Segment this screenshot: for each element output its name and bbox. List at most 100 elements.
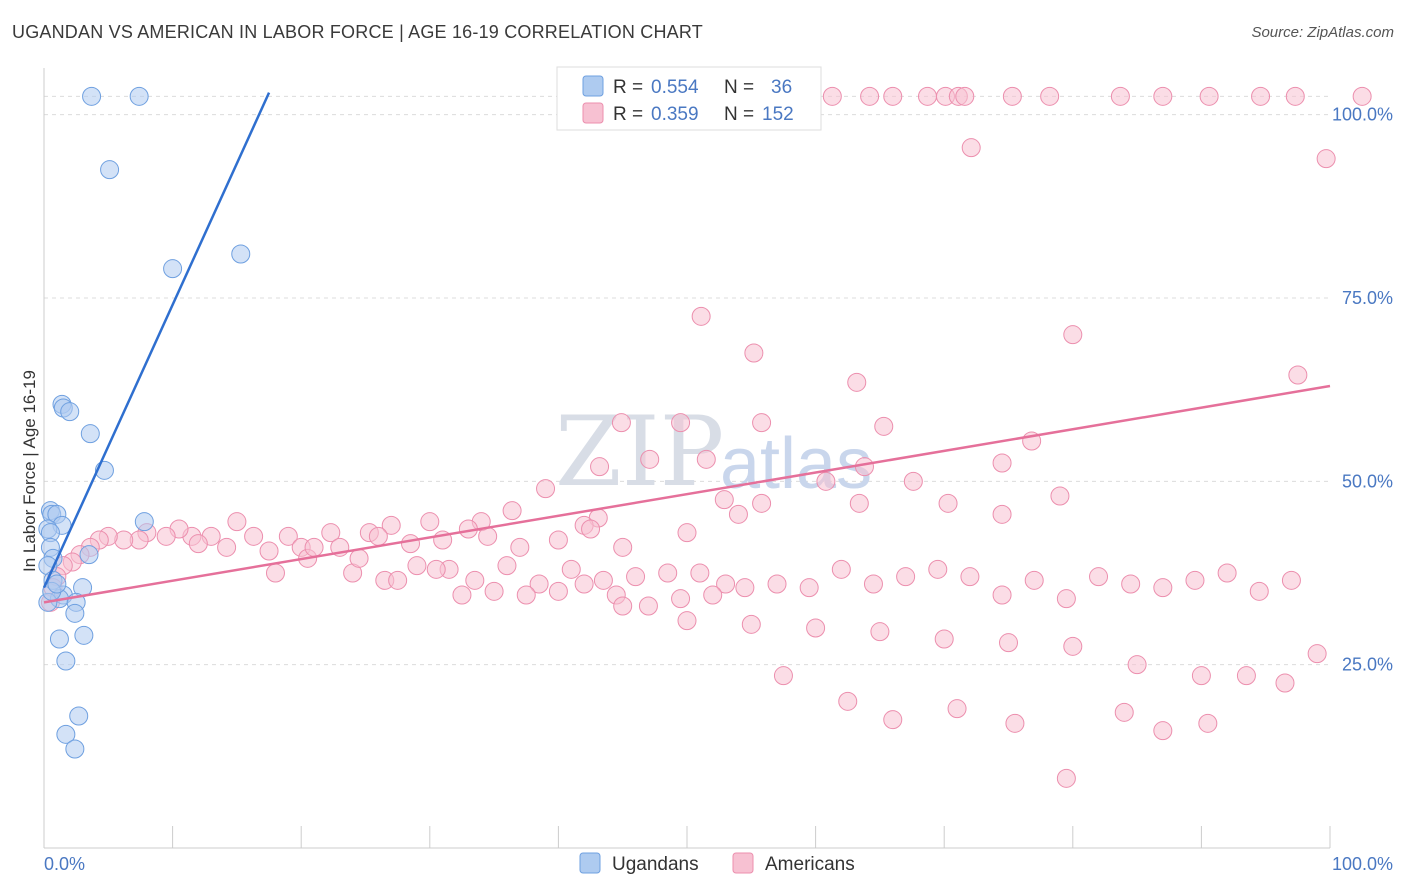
- american-point-101: [388, 570, 408, 590]
- american-point-84: [265, 563, 285, 583]
- american-point-121: [1024, 570, 1044, 590]
- bottom-legend: Ugandans Americans: [579, 852, 855, 875]
- american-point-150: [1275, 673, 1295, 693]
- american-point-92: [529, 574, 549, 594]
- american-point-57: [156, 526, 176, 546]
- american-point-47: [420, 512, 440, 532]
- legend-swatch-ugandans: [582, 75, 604, 97]
- american-point-124: [1121, 574, 1141, 594]
- watermark-atlas: atlas: [720, 424, 872, 504]
- american-point-103: [452, 585, 472, 605]
- american-point-113: [767, 574, 787, 594]
- american-point-2: [883, 86, 903, 106]
- american-point-83: [677, 523, 697, 543]
- ugandan-point-8: [80, 424, 100, 444]
- american-point-125: [1153, 578, 1173, 598]
- american-point-146: [1114, 702, 1134, 722]
- legend-r-label-1: R =: [613, 104, 643, 125]
- american-point-15: [961, 138, 981, 158]
- legend-n-label-1: N =: [724, 104, 754, 125]
- american-point-110: [671, 589, 691, 609]
- bottom-legend-swatch-americans: [732, 852, 754, 874]
- ugandan-point-4: [163, 259, 183, 279]
- american-point-82: [613, 537, 633, 557]
- ugandan-point-3: [231, 244, 251, 264]
- american-point-105: [516, 585, 536, 605]
- american-point-50: [321, 523, 341, 543]
- american-point-3: [917, 86, 937, 106]
- y-tick-label-0: 25.0%: [1342, 655, 1393, 675]
- ugandan-point-35: [47, 574, 67, 594]
- y-axis-title: In Labor Force | Age 16-19: [20, 370, 39, 572]
- american-point-8: [1040, 86, 1060, 106]
- american-point-71: [217, 537, 237, 557]
- american-point-118: [928, 559, 948, 579]
- american-point-145: [1056, 768, 1076, 788]
- american-point-28: [640, 449, 660, 469]
- american-point-75: [368, 526, 388, 546]
- american-point-11: [1199, 86, 1219, 106]
- ugandan-point-2: [100, 160, 120, 180]
- american-point-141: [838, 691, 858, 711]
- american-point-137: [1063, 636, 1083, 656]
- watermark: ZIP atlas: [555, 396, 872, 508]
- american-point-32: [816, 471, 836, 491]
- ugandan-point-1: [129, 86, 149, 106]
- legend-n-value-1: 152: [762, 104, 794, 125]
- american-point-130: [613, 596, 633, 616]
- american-point-72: [259, 541, 279, 561]
- ugandan-point-27: [65, 603, 85, 623]
- american-point-115: [831, 559, 851, 579]
- ugandan-point-33: [65, 739, 85, 759]
- american-point-1: [860, 86, 880, 106]
- american-point-79: [510, 537, 530, 557]
- american-point-41: [1050, 486, 1070, 506]
- american-point-88: [407, 556, 427, 576]
- american-point-102: [426, 559, 446, 579]
- ugandan-point-13: [134, 512, 154, 532]
- american-point-116: [863, 574, 883, 594]
- american-point-147: [1153, 721, 1173, 741]
- american-point-104: [484, 581, 504, 601]
- x-tick-label-1: 100.0%: [1332, 854, 1393, 874]
- american-point-148: [1198, 713, 1218, 733]
- ugandan-point-29: [49, 629, 69, 649]
- y-tick-labels: 25.0% 50.0% 75.0% 100.0%: [1332, 105, 1393, 675]
- american-trendline: [43, 384, 1331, 604]
- american-point-38: [938, 493, 958, 513]
- american-point-120: [992, 585, 1012, 605]
- american-point-135: [934, 629, 954, 649]
- ugandan-point-18: [79, 545, 99, 565]
- american-point-81: [581, 519, 601, 539]
- ugandan-trendline: [42, 92, 271, 589]
- american-point-96: [658, 563, 678, 583]
- american-point-22: [752, 413, 772, 433]
- american-point-100: [349, 548, 369, 568]
- chart-title: UGANDAN VS AMERICAN IN LABOR FORCE | AGE…: [12, 22, 703, 42]
- american-point-23: [611, 413, 631, 433]
- american-point-60: [114, 530, 134, 550]
- legend-swatch-americans: [582, 102, 604, 124]
- american-point-31: [854, 457, 874, 477]
- american-point-91: [497, 556, 517, 576]
- ugandan-point-31: [69, 706, 89, 726]
- american-point-133: [806, 618, 826, 638]
- bottom-legend-label-ugandans: Ugandans: [612, 854, 699, 875]
- american-point-29: [696, 449, 716, 469]
- american-point-109: [638, 596, 658, 616]
- american-point-7: [1002, 86, 1022, 106]
- american-point-20: [847, 372, 867, 392]
- american-point-99: [304, 537, 324, 557]
- american-point-36: [752, 493, 772, 513]
- legend-r-label-0: R =: [613, 77, 643, 98]
- american-point-33: [903, 471, 923, 491]
- american-point-35: [714, 490, 734, 510]
- ugandan-point-30: [56, 651, 76, 671]
- american-point-132: [741, 614, 761, 634]
- american-point-139: [1191, 666, 1211, 686]
- american-point-131: [677, 611, 697, 631]
- american-point-44: [502, 501, 522, 521]
- ugandan-point-7: [60, 402, 80, 422]
- american-point-30: [590, 457, 610, 477]
